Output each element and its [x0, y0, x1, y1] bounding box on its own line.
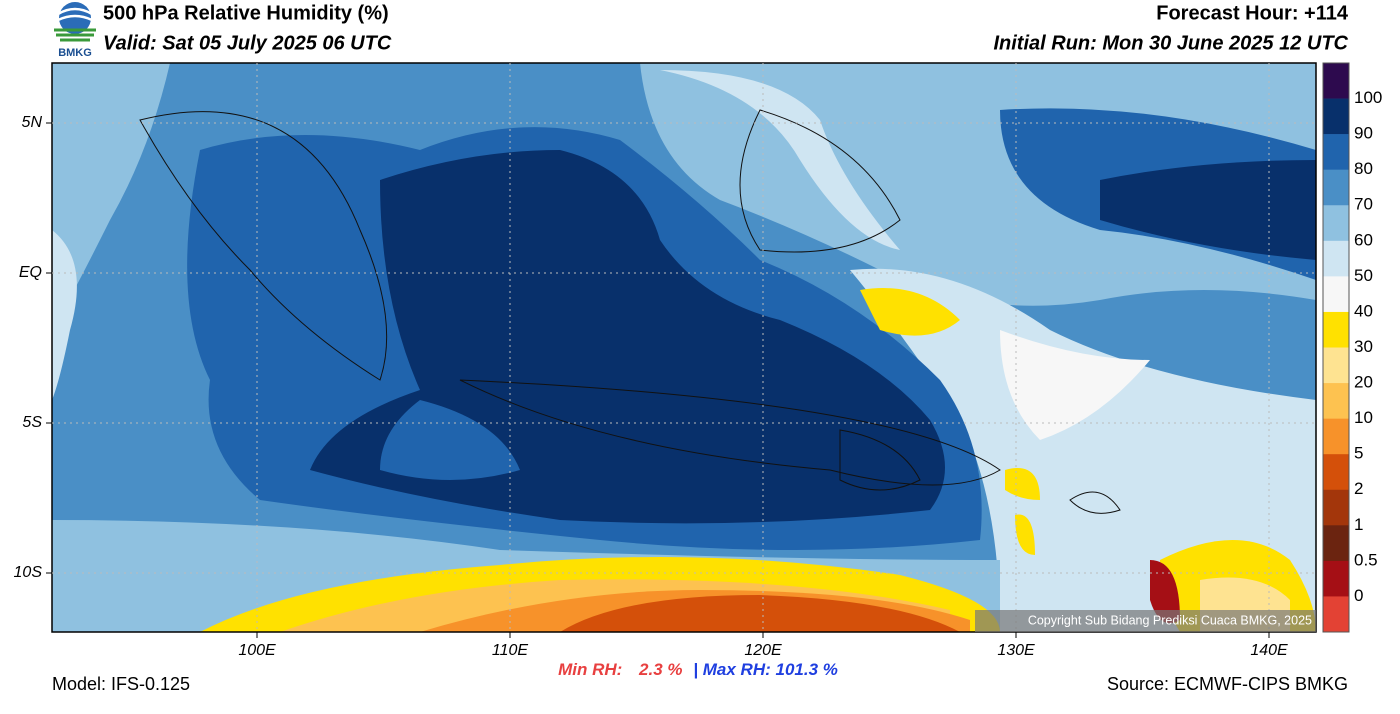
coastline [139, 109, 1121, 514]
lat-label: EQ [19, 264, 42, 281]
lat-label: 10S [14, 564, 43, 581]
colorbar-segment [1323, 418, 1349, 455]
max-rh: Max RH: 101.3 % [703, 660, 838, 679]
lat-label: 5S [22, 414, 42, 431]
colorbar-segment [1323, 169, 1349, 206]
colorbar-label: 60 [1354, 230, 1373, 249]
copyright-box [975, 610, 1316, 632]
colorbar-segment [1323, 525, 1349, 562]
source: Source: ECMWF-CIPS BMKG [1107, 674, 1348, 694]
colorbar-label: 0.5 [1354, 550, 1378, 569]
colorbar-segment [1323, 276, 1349, 313]
lon-label: 130E [997, 642, 1035, 659]
colorbar-segment [1323, 347, 1349, 384]
colorbar: 100 90 80 70 60 50 40 30 20 10 5 2 1 0.5 0 [1322, 62, 1382, 633]
colorbar-frame [1322, 62, 1350, 633]
colorbar-segment [1323, 596, 1349, 633]
colorbar-segment [1323, 63, 1349, 99]
map-frame [51, 62, 1317, 633]
copyright: Copyright Sub Bidang Prediksi Cuaca BMKG… [1028, 613, 1312, 627]
colorbar-segment [1323, 311, 1349, 348]
colorbar-label: 5 [1354, 444, 1363, 463]
colorbar-segment [1323, 489, 1349, 526]
colorbar-segment [1323, 383, 1349, 419]
lon-label: 120E [744, 642, 782, 659]
valid-time: Valid: Sat 05 July 2025 06 UTC [103, 32, 392, 54]
colorbar-segment [1323, 240, 1349, 277]
colorbar-label: 80 [1354, 159, 1373, 178]
model: Model: IFS-0.125 [52, 674, 190, 694]
colorbar-segment [1323, 134, 1349, 170]
initial-run: Initial Run: Mon 30 June 2025 12 UTC [993, 32, 1348, 54]
colorbar-segment [1323, 454, 1349, 491]
colorbar-label: 40 [1354, 301, 1373, 320]
separator: | [693, 660, 698, 679]
colorbar-label: 50 [1354, 266, 1373, 285]
lon-label: 140E [1250, 642, 1288, 659]
min-rh-label: Min RH: [558, 660, 622, 679]
colorbar-segment [1323, 560, 1349, 597]
lat-label: 5N [22, 114, 43, 131]
forecast-hour: Forecast Hour: +114 [1156, 2, 1349, 24]
min-rh: 2.3 % [638, 660, 682, 679]
colorbar-label: 70 [1354, 195, 1373, 214]
colorbar-label: 0 [1354, 586, 1363, 605]
colorbar-label: 20 [1354, 373, 1373, 392]
title: 500 hPa Relative Humidity (%) [103, 2, 389, 24]
colorbar-label: 10 [1354, 408, 1373, 427]
colorbar-label: 100 [1354, 88, 1382, 107]
rh-summary: Min RH: 2.3 % | Max RH: 101.3 % [558, 660, 838, 679]
logo-text: BMKG [58, 47, 92, 59]
graticule: 100E 110E 120E 130E 140E 5N EQ 5S 10S [14, 63, 1316, 659]
colorbar-label: 1 [1354, 515, 1363, 534]
colorbar-label: 90 [1354, 124, 1373, 143]
colorbar-label: 30 [1354, 337, 1373, 356]
logo: BMKG [54, 2, 96, 59]
colorbar-label: 2 [1354, 479, 1363, 498]
lon-label: 110E [492, 642, 529, 659]
humidity-field [52, 63, 1316, 632]
colorbar-segment [1323, 205, 1349, 242]
lon-label: 100E [238, 642, 276, 659]
colorbar-segment [1323, 98, 1349, 135]
